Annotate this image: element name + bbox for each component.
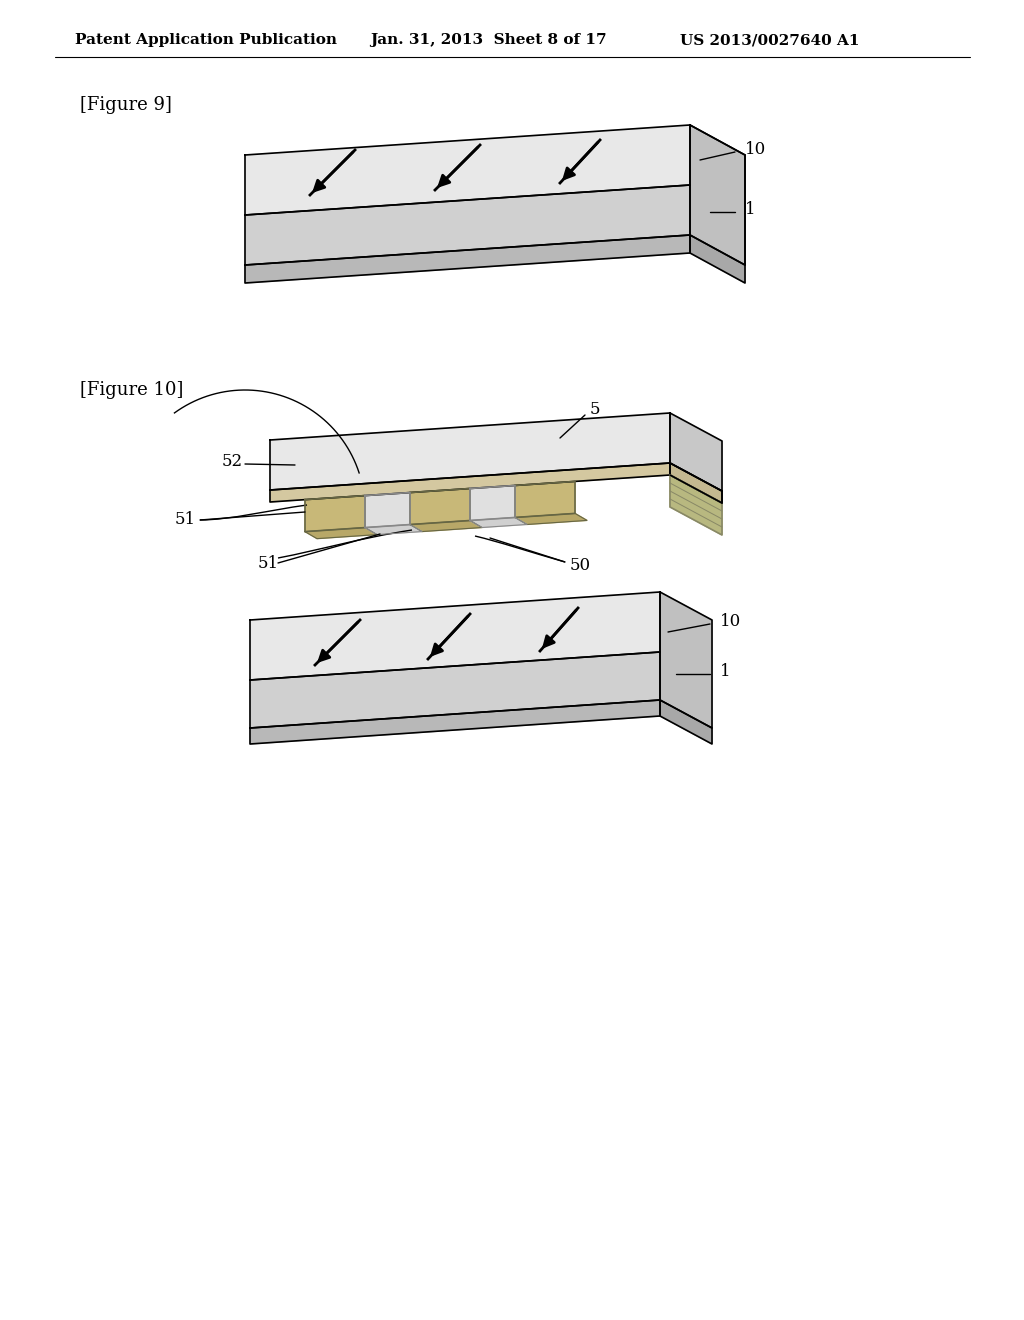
Polygon shape	[515, 482, 575, 517]
Polygon shape	[245, 185, 690, 265]
Polygon shape	[470, 486, 515, 520]
Polygon shape	[670, 413, 722, 491]
Text: 10: 10	[745, 141, 766, 158]
Polygon shape	[660, 700, 712, 744]
Polygon shape	[470, 517, 527, 528]
Polygon shape	[245, 235, 690, 282]
Polygon shape	[690, 235, 745, 282]
Text: Jan. 31, 2013  Sheet 8 of 17: Jan. 31, 2013 Sheet 8 of 17	[370, 33, 606, 48]
Polygon shape	[270, 413, 670, 490]
Polygon shape	[305, 528, 377, 539]
Text: 1: 1	[745, 202, 756, 219]
Text: 51: 51	[175, 511, 197, 528]
Polygon shape	[270, 463, 670, 502]
Text: 10: 10	[720, 614, 741, 631]
Polygon shape	[250, 652, 660, 729]
Polygon shape	[250, 591, 660, 680]
Text: 50: 50	[570, 557, 591, 573]
Polygon shape	[365, 492, 410, 528]
Polygon shape	[305, 495, 365, 532]
Polygon shape	[670, 463, 722, 503]
Polygon shape	[410, 488, 470, 524]
Polygon shape	[670, 475, 722, 535]
Polygon shape	[365, 524, 422, 535]
Text: [Figure 9]: [Figure 9]	[80, 96, 172, 114]
Polygon shape	[250, 700, 660, 744]
Text: Patent Application Publication: Patent Application Publication	[75, 33, 337, 48]
Text: [Figure 10]: [Figure 10]	[80, 381, 183, 399]
Polygon shape	[515, 513, 587, 524]
Text: US 2013/0027640 A1: US 2013/0027640 A1	[680, 33, 859, 48]
Text: 5: 5	[590, 401, 600, 418]
Polygon shape	[410, 520, 482, 532]
Text: 52: 52	[222, 454, 243, 470]
Polygon shape	[690, 125, 745, 265]
Text: 51: 51	[258, 554, 280, 572]
Polygon shape	[660, 591, 712, 729]
Text: 1: 1	[720, 664, 731, 681]
Polygon shape	[245, 125, 690, 215]
